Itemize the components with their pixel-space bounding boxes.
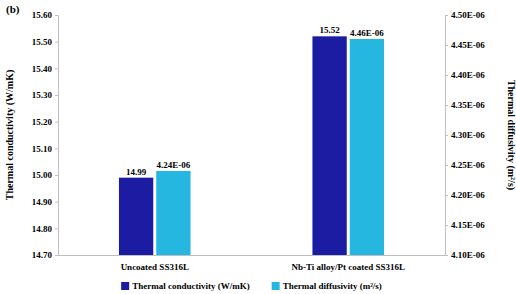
chart: 14.99 15.52 4.24E-06 4.46E-06 14.70 14.80 14.9… — [0, 0, 516, 294]
tick-label: 15.00 — [32, 170, 53, 180]
legend-label: Thermal conductivity (W/mK) — [132, 281, 250, 291]
legend-swatch — [121, 282, 129, 290]
data-label: 4.24E-06 — [157, 160, 191, 170]
tick: 15.30 — [32, 90, 58, 100]
tick-label: 4.20E-06 — [451, 190, 485, 200]
tick-label: 4.10E-06 — [451, 250, 485, 260]
tick: 4.45E-06 — [445, 40, 485, 50]
legend-label: Thermal diffusivity (m²/s) — [283, 281, 382, 291]
tick-mark — [445, 165, 448, 166]
tick-label: 15.40 — [32, 64, 53, 74]
y-axis-title: Thermal conductivity (W/mK) — [4, 70, 16, 201]
tick: 4.15E-06 — [445, 220, 485, 230]
tick-mark — [55, 255, 58, 256]
tick-label: 14.90 — [32, 197, 53, 207]
tick: 15.00 — [32, 170, 58, 180]
tick-mark — [445, 75, 448, 76]
axis-line — [446, 16, 449, 256]
title: (b) — [6, 3, 20, 16]
tick-mark — [55, 68, 58, 69]
y2-axis: 4.10E-06 4.15E-06 4.20E-06 4.25E-06 4.30E-06… — [445, 10, 485, 260]
tick-mark — [445, 105, 448, 106]
tick: 15.20 — [32, 117, 58, 127]
tick-label: 14.80 — [32, 224, 53, 234]
legend-item: Thermal conductivity (W/mK) — [121, 281, 250, 291]
legend-item: Thermal diffusivity (m²/s) — [272, 281, 382, 291]
bar — [156, 171, 190, 255]
data-label: 4.46E-06 — [350, 28, 384, 38]
tick-label: 4.30E-06 — [451, 130, 485, 140]
data-label: 15.52 — [319, 25, 340, 35]
tick-label: 4.45E-06 — [451, 40, 485, 50]
bars — [119, 36, 384, 255]
tick-mark — [55, 228, 58, 229]
tick: 4.30E-06 — [445, 130, 485, 140]
tick: 4.35E-06 — [445, 100, 485, 110]
legend: Thermal conductivity (W/mK) Thermal diffu… — [121, 281, 382, 291]
tick-mark — [55, 15, 58, 16]
tick-label: Nb-Ti alloy/Pt coated SS316L — [291, 262, 405, 272]
tick-mark — [55, 95, 58, 96]
tick-mark — [445, 195, 448, 196]
tick-label: 4.25E-06 — [451, 160, 485, 170]
tick-label: 4.40E-06 — [451, 70, 485, 80]
tick-label: 15.30 — [32, 90, 53, 100]
tick-mark — [445, 225, 448, 226]
tick-mark — [55, 148, 58, 149]
tick-label: 15.50 — [32, 37, 53, 47]
tick-label: 4.15E-06 — [451, 220, 485, 230]
tick: 4.10E-06 — [445, 250, 485, 260]
tick: 15.40 — [32, 64, 58, 74]
tick: 15.50 — [32, 37, 58, 47]
tick: 4.50E-06 — [445, 10, 485, 20]
x-axis: Uncoated SS316L Nb-Ti alloy/Pt coated SS3… — [59, 256, 446, 273]
tick-mark — [55, 42, 58, 43]
tick-label: 4.50E-06 — [451, 10, 485, 20]
tick: 15.10 — [32, 144, 58, 154]
tick-label: Uncoated SS316L — [121, 262, 189, 272]
tick-label: 15.60 — [32, 10, 53, 20]
tick: 4.25E-06 — [445, 160, 485, 170]
tick: 14.80 — [32, 224, 58, 234]
plot: 14.99 15.52 4.24E-06 4.46E-06 14.70 14.80 14.9… — [32, 10, 486, 272]
tick: 4.20E-06 — [445, 190, 485, 200]
tick: 4.40E-06 — [445, 70, 485, 80]
legend-swatch — [272, 282, 280, 290]
tick-label: 15.10 — [32, 144, 53, 154]
tick: 14.70 — [32, 250, 58, 260]
tick-mark — [445, 15, 448, 16]
tick-mark — [55, 202, 58, 203]
data-label: 14.99 — [126, 167, 147, 177]
axis-line — [59, 255, 446, 256]
tick-mark — [445, 45, 448, 46]
tick-mark — [55, 122, 58, 123]
axis-line — [55, 16, 59, 256]
tick-label: 15.20 — [32, 117, 53, 127]
tick: 14.90 — [32, 197, 58, 207]
tick-label: 14.70 — [32, 250, 53, 260]
tick-mark — [445, 135, 448, 136]
tick-label: 4.35E-06 — [451, 100, 485, 110]
y2-axis-title: Thermal diffusivity (m²/s) — [505, 80, 516, 190]
bar — [119, 178, 153, 255]
tick: Nb-Ti alloy/Pt coated SS316L — [291, 262, 405, 272]
tick: 15.60 — [32, 10, 58, 20]
y-axis: 14.70 14.80 14.90 15.00 15.10 15.20 15.30 15.40… — [32, 10, 59, 260]
tick-mark — [55, 175, 58, 176]
tick: Uncoated SS316L — [121, 262, 189, 272]
bar — [350, 39, 384, 255]
bar — [312, 36, 346, 255]
